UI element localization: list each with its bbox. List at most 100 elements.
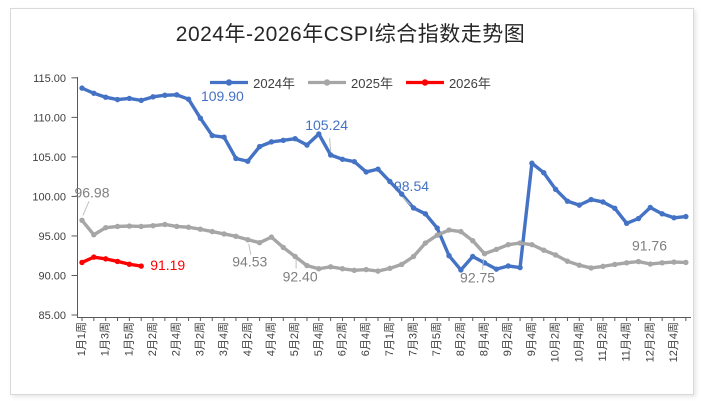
data-label-leader	[248, 243, 252, 255]
series-marker-2025	[79, 217, 85, 223]
series-marker-2025	[197, 226, 204, 232]
series-marker-2025	[612, 261, 618, 268]
series-marker-2024	[79, 85, 85, 91]
series-marker-2025	[387, 265, 393, 272]
x-axis-label: 9月2周	[501, 322, 514, 356]
legend-item-2025: 2025年	[308, 73, 393, 92]
series-marker-2024	[387, 178, 393, 185]
series-marker-2024	[375, 166, 381, 172]
series-marker-2026	[91, 254, 97, 260]
series-marker-2025	[671, 259, 677, 265]
series-marker-2025	[659, 260, 665, 266]
series-marker-2025	[209, 228, 215, 235]
series-marker-2024	[256, 143, 263, 150]
chart-legend: 2024年 2025年 2026年	[0, 73, 701, 92]
series-marker-2025	[434, 232, 440, 238]
x-axis-label: 6月2周	[335, 322, 348, 356]
series-marker-2024	[493, 266, 500, 272]
series-marker-2025	[185, 224, 192, 230]
series-marker-2025	[576, 262, 582, 268]
legend-label: 2026年	[448, 76, 491, 91]
series-marker-2024	[114, 96, 121, 103]
series-marker-2025	[635, 258, 642, 265]
series-marker-2024	[102, 94, 109, 100]
x-axis-label: 11月2周	[596, 322, 609, 362]
series-marker-2024	[446, 253, 452, 259]
x-axis-label: 9月4周	[525, 322, 538, 356]
series-marker-2025	[126, 223, 133, 229]
x-axis-label: 4月2周	[241, 322, 254, 356]
series-marker-2025	[91, 232, 97, 238]
y-axis-label: 115.00	[33, 73, 66, 85]
series-marker-2025	[292, 253, 298, 260]
series-marker-2025	[410, 253, 417, 260]
x-axis-label: 7月3周	[407, 322, 420, 356]
series-marker-2025	[505, 241, 511, 248]
series-marker-2024	[339, 156, 346, 162]
data-point-label: 92.75	[460, 270, 495, 286]
series-marker-2024	[588, 196, 594, 203]
legend-marker-icon	[210, 79, 249, 86]
data-label-leader	[329, 137, 332, 152]
y-axis-label: 90.00	[38, 270, 66, 282]
data-point-label: 92.40	[283, 269, 318, 285]
x-axis-label: 10月2周	[549, 322, 562, 362]
series-marker-2024	[458, 267, 464, 273]
series-marker-2026	[138, 263, 144, 269]
series-marker-2025	[541, 247, 547, 253]
x-axis-label: 10月4周	[572, 322, 585, 362]
legend-item-2026: 2026年	[405, 73, 491, 92]
series-marker-2025	[481, 251, 488, 257]
series-marker-2026	[102, 256, 109, 262]
series-marker-2025	[493, 246, 500, 253]
series-marker-2024	[221, 134, 227, 140]
data-point-label: 109.90	[201, 88, 244, 104]
x-axis-label: 1月5周	[122, 322, 135, 356]
data-point-label: 91.19	[150, 257, 185, 273]
x-axis-label: 5月4周	[312, 322, 325, 356]
series-marker-2026	[126, 261, 133, 267]
series-marker-2024	[564, 198, 571, 204]
series-marker-2024	[304, 142, 310, 148]
x-axis-label: 12月2周	[643, 322, 656, 362]
series-marker-2024	[233, 155, 239, 162]
series-marker-2025	[174, 223, 180, 230]
x-axis-label: 7月1周	[383, 322, 396, 356]
series-marker-2025	[233, 233, 239, 240]
series-marker-2025	[647, 261, 654, 267]
y-axis-label: 85.00	[38, 310, 66, 322]
series-marker-2025	[517, 240, 523, 246]
series-marker-2024	[292, 136, 298, 142]
x-axis-label: 12月4周	[667, 322, 680, 362]
series-marker-2025	[363, 266, 369, 273]
series-marker-2025	[316, 266, 322, 272]
data-label-leader	[482, 258, 485, 270]
series-marker-2025	[564, 258, 571, 264]
data-point-label: 98.54	[394, 178, 429, 194]
series-marker-2025	[375, 268, 381, 274]
series-marker-2024	[422, 211, 429, 217]
series-marker-2024	[647, 204, 654, 211]
x-axis-label: 7月5周	[430, 322, 443, 356]
legend-label: 2025年	[351, 76, 393, 91]
series-marker-2024	[363, 169, 369, 175]
x-axis-label: 4月4周	[264, 322, 277, 356]
legend-marker-icon	[308, 79, 347, 86]
series-marker-2025	[470, 237, 476, 244]
data-point-label: 91.76	[632, 238, 667, 254]
y-axis-label: 95.00	[38, 231, 66, 243]
series-marker-2025	[552, 252, 559, 258]
x-axis-label: 3月2周	[193, 322, 206, 356]
series-marker-2024	[174, 92, 180, 98]
series-marker-2025	[351, 267, 358, 274]
series-marker-2024	[398, 191, 405, 197]
series-marker-2025	[327, 264, 334, 270]
series-marker-2024	[623, 220, 630, 227]
data-label-leader	[402, 196, 411, 206]
series-marker-2024	[138, 97, 144, 104]
series-marker-2026	[79, 259, 85, 266]
series-marker-2025	[221, 231, 227, 237]
series-marker-2024	[351, 158, 358, 165]
series-marker-2024	[410, 205, 417, 211]
series-marker-2025	[280, 244, 286, 251]
